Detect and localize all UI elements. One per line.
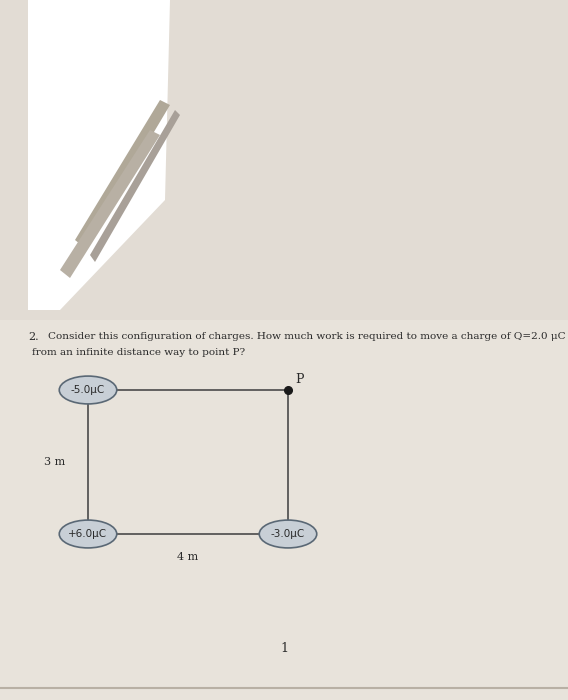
Polygon shape — [75, 100, 170, 248]
Text: 4 m: 4 m — [177, 552, 199, 562]
Polygon shape — [60, 130, 160, 278]
Text: 3 m: 3 m — [44, 457, 65, 467]
Polygon shape — [0, 0, 568, 320]
Ellipse shape — [259, 520, 317, 548]
Text: from an infinite distance way to point P?: from an infinite distance way to point P… — [32, 348, 245, 357]
Text: P: P — [295, 373, 303, 386]
Text: -5.0μC: -5.0μC — [71, 385, 105, 395]
Text: 2.: 2. — [28, 332, 39, 342]
Text: Consider this configuration of charges. How much work is required to move a char: Consider this configuration of charges. … — [48, 332, 566, 341]
Text: -3.0μC: -3.0μC — [271, 529, 305, 539]
Text: 1: 1 — [280, 641, 288, 654]
Ellipse shape — [59, 376, 117, 404]
Polygon shape — [28, 0, 170, 310]
Polygon shape — [90, 110, 180, 262]
Ellipse shape — [59, 520, 117, 548]
Text: +6.0μC: +6.0μC — [68, 529, 107, 539]
